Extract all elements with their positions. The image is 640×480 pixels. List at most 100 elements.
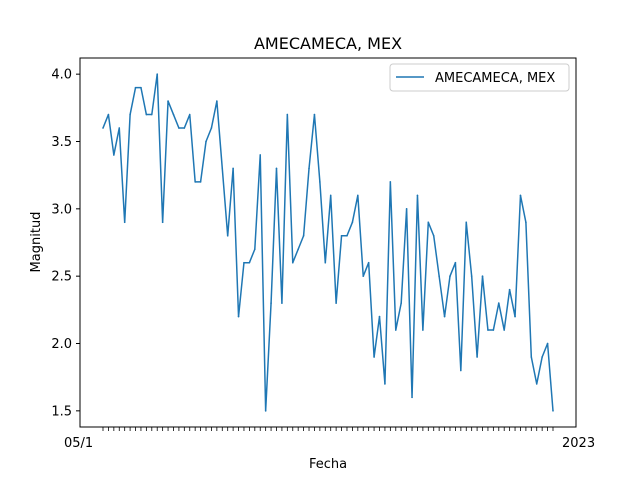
data-point: [497, 302, 500, 304]
data-point: [221, 167, 224, 170]
data-point: [346, 234, 348, 237]
legend: AMECAMECA, MEX: [389, 63, 570, 92]
data-point: [161, 221, 164, 224]
data-point: [199, 181, 202, 183]
data-point: [178, 127, 180, 129]
data-point: [519, 194, 522, 197]
data-point: [313, 113, 316, 116]
data-point: [422, 329, 424, 331]
data-point: [248, 261, 251, 264]
legend-label: AMECAMECA, MEX: [435, 71, 555, 86]
data-point: [216, 100, 218, 102]
x-axis-ticks: [102, 427, 554, 431]
data-point: [129, 113, 131, 116]
data-point: [205, 140, 207, 143]
data-point: [113, 154, 115, 156]
y-axis-label: Magnitud: [29, 212, 44, 273]
data-point: [389, 181, 392, 183]
data-point: [194, 181, 196, 183]
data-point: [107, 113, 110, 116]
data-point: [535, 383, 538, 385]
data-point: [259, 154, 262, 156]
data-point: [297, 248, 299, 251]
data-point: [378, 315, 381, 318]
data-point: [291, 261, 294, 264]
data-point: [308, 167, 310, 170]
data-point: [525, 221, 527, 224]
data-point: [465, 221, 468, 224]
data-point: [552, 410, 554, 412]
data-point: [357, 194, 359, 197]
data-point: [373, 356, 375, 358]
data-point: [254, 248, 256, 251]
data-point: [384, 383, 386, 385]
data-point: [432, 234, 435, 237]
x-axis-label: Fecha: [309, 457, 347, 472]
y-tick-label: 3.0: [51, 202, 72, 217]
plot-frame: [79, 57, 577, 428]
data-point: [541, 356, 543, 358]
data-point: [443, 315, 446, 318]
data-point: [183, 127, 186, 129]
data-point: [172, 113, 175, 116]
data-point: [156, 73, 159, 75]
data-point: [232, 167, 234, 170]
data-point: [210, 127, 213, 129]
y-tick-label: 4.0: [51, 68, 72, 83]
data-point: [145, 113, 148, 116]
data-point: [367, 261, 370, 264]
data-point: [411, 396, 413, 399]
data-point: [302, 234, 305, 237]
data-point: [454, 261, 457, 264]
data-point: [226, 234, 229, 237]
data-point: [335, 302, 337, 304]
data-point: [427, 221, 430, 224]
data-point: [329, 194, 332, 197]
data-point: [449, 275, 451, 277]
data-point: [351, 221, 354, 224]
data-point: [281, 302, 283, 304]
data-point: [416, 194, 419, 197]
data-point: [340, 234, 343, 237]
y-tick-label: 2.5: [51, 270, 72, 285]
data-point: [481, 275, 484, 277]
chart-title: AMECAMECA, MEX: [254, 34, 402, 53]
x-tick-label-first: 05/1: [64, 436, 93, 451]
data-point: [243, 261, 245, 264]
y-tick-label: 2.0: [51, 337, 72, 352]
data-point: [503, 329, 506, 331]
y-axis-ticks: 1.5 2.0 2.5 3.0 3.5 4.0: [51, 68, 80, 419]
data-point: [102, 127, 104, 129]
data-point: [508, 288, 511, 291]
data-point: [394, 329, 397, 331]
y-tick-label: 3.5: [51, 135, 72, 150]
data-point: [400, 302, 402, 304]
data-point: [530, 356, 533, 358]
data-point: [476, 356, 478, 358]
data-point: [546, 342, 549, 345]
data-point: [470, 275, 473, 277]
y-tick-label: 1.5: [51, 404, 72, 419]
data-point: [167, 100, 169, 102]
data-point: [460, 369, 462, 372]
data-point: [264, 410, 267, 412]
data-point: [324, 261, 327, 264]
data-point: [150, 113, 153, 116]
data-point: [362, 275, 365, 277]
data-point: [286, 113, 289, 116]
x-tick-label-last: 2023: [562, 436, 595, 451]
data-point: [514, 315, 516, 318]
data-point: [492, 329, 495, 331]
data-point: [140, 86, 142, 89]
data-point: [134, 86, 137, 89]
data-points: [102, 73, 554, 412]
data-point: [237, 315, 240, 318]
data-point: [275, 167, 278, 170]
data-point: [405, 208, 408, 210]
data-point: [123, 221, 126, 224]
series-line: [102, 73, 554, 412]
legend-box: [389, 63, 570, 92]
data-point: [188, 113, 191, 116]
data-point: [270, 302, 272, 304]
